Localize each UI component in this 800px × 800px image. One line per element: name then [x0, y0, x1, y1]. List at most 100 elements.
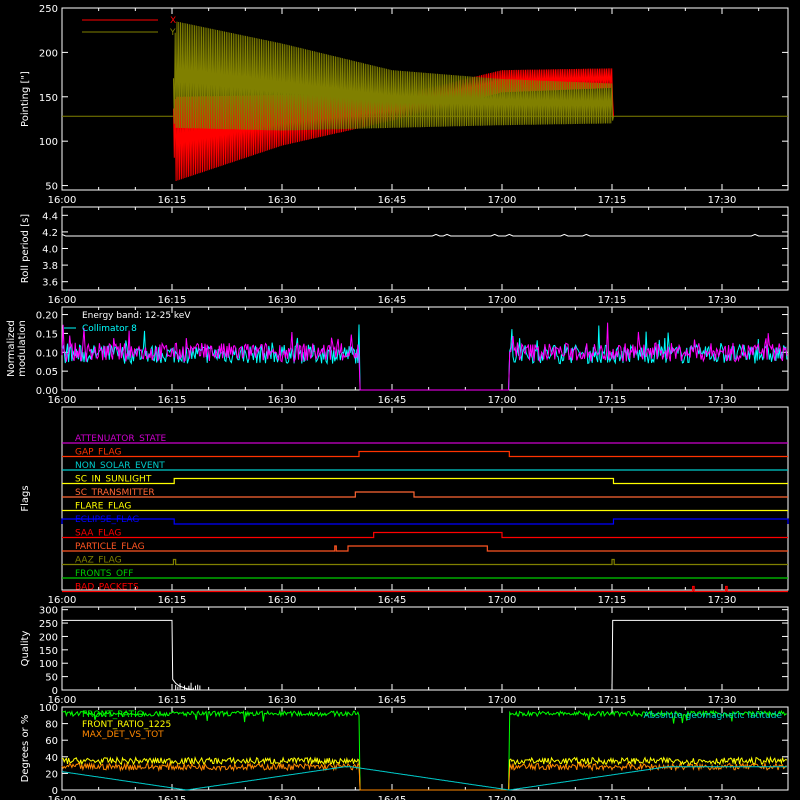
flag-line-eclipse_flag: [61, 518, 789, 525]
y-tick-label: 150: [39, 646, 58, 657]
x-tick-label: 17:00: [488, 295, 517, 306]
y-tick-label: 100: [39, 659, 58, 670]
y-tick-label: 50: [45, 673, 58, 684]
modulation-series: [61, 324, 788, 391]
y-tick-label: 60: [45, 736, 58, 747]
flag-line-bad_packets: [62, 585, 788, 593]
flags-frame: [61, 406, 789, 591]
legend-front_ratio: FRONT_RATIO: [82, 710, 144, 720]
legend-label-Y: Y: [169, 28, 176, 38]
flag-label-bad_packets: BAD_PACKETS: [75, 583, 139, 593]
flag-label-saa_flag: SAA_FLAG: [75, 529, 121, 539]
x-tick-label: 16:45: [378, 595, 407, 606]
x-tick-label: 16:45: [378, 295, 407, 306]
y-axis-title: Normalized: [6, 320, 17, 377]
x-tick-label: 16:45: [378, 695, 407, 706]
y-tick-label: 150: [39, 93, 58, 104]
y-tick-label: 200: [39, 48, 58, 59]
y-tick-label: 100: [39, 137, 58, 148]
x-tick-label: 17:15: [598, 595, 627, 606]
y-tick-label: 200: [39, 632, 58, 643]
pointing-frame: [61, 7, 789, 191]
x-tick-label: 16:30: [268, 195, 297, 206]
x-tick-label: 16:15: [158, 295, 187, 306]
x-tick-label: 16:15: [158, 695, 187, 706]
flag-label-eclipse_flag: ECLIPSE_FLAG: [75, 515, 139, 525]
x-tick-label: 16:15: [158, 795, 187, 800]
y-tick-label: 0: [52, 686, 58, 697]
front-ratio-series: [61, 755, 788, 791]
x-tick-label: 17:00: [488, 695, 517, 706]
y-tick-label: 4.2: [42, 228, 58, 239]
x-tick-label: 16:00: [48, 795, 77, 800]
x-tick-label: 17:00: [488, 795, 517, 800]
x-tick-label: 17:00: [488, 395, 517, 406]
flag-label-aaz_flag: AAZ_FLAG: [75, 556, 122, 566]
x-tick-label: 16:30: [268, 695, 297, 706]
modulation-series: [61, 322, 788, 391]
x-tick-label: 16:15: [158, 195, 187, 206]
x-tick-label: 16:00: [48, 395, 77, 406]
x-tick-label: 17:30: [708, 795, 737, 800]
y-tick-label: 250: [39, 4, 58, 15]
y-tick-label: 250: [39, 619, 58, 630]
flag-label-fronts_off: FRONTS_OFF: [75, 569, 133, 579]
flag-line-gap_flag: [62, 450, 788, 458]
x-tick-label: 17:30: [708, 595, 737, 606]
x-tick-label: 16:30: [268, 795, 297, 800]
y-tick-label: 3.6: [42, 278, 58, 289]
flag-label-sc_in_sunlight: SC_IN_SUNLIGHT: [75, 475, 152, 485]
x-tick-label: 17:15: [598, 195, 627, 206]
flag-line-saa_flag: [62, 531, 788, 539]
y-axis-title: Flags: [20, 485, 31, 511]
y-tick-label: 0.20: [36, 311, 58, 322]
y-tick-label: 50: [45, 182, 58, 193]
flag-label-attenuator_state: ATTENUATOR_STATE: [75, 434, 167, 444]
y-tick-label: 20: [45, 769, 58, 780]
x-tick-label: 17:00: [488, 595, 517, 606]
legend-max_det_vs_tot: MAX_DET_VS_TOT: [82, 730, 164, 740]
front-ratio-series: [61, 761, 787, 791]
roll-period-line: [61, 233, 788, 237]
legend-front_ratio_1225: FRONT_RATIO_1225: [82, 720, 171, 730]
x-tick-label: 16:00: [48, 195, 77, 206]
energy-band-label: Energy band: 12-25 keV: [82, 311, 191, 321]
collimator-label: Collimator 8: [82, 324, 137, 334]
x-tick-label: 16:00: [48, 295, 77, 306]
y-tick-label: 0.05: [36, 367, 58, 378]
quality-frame: [61, 606, 789, 691]
x-tick-label: 17:15: [598, 695, 627, 706]
x-tick-label: 17:15: [598, 395, 627, 406]
x-tick-label: 17:30: [708, 295, 737, 306]
y-tick-label: 4.4: [42, 211, 58, 222]
front-ratio-series: [61, 766, 787, 791]
x-tick-label: 17:15: [598, 795, 627, 800]
flag-line-sc_in_sunlight: [62, 477, 788, 485]
roll_period-frame: [61, 206, 789, 291]
flag-label-flare_flag: FLARE_FLAG: [75, 502, 131, 512]
x-tick-label: 16:00: [48, 595, 77, 606]
x-tick-label: 16:30: [268, 395, 297, 406]
y-tick-label: 80: [45, 720, 58, 731]
flag-label-particle_flag: PARTICLE_FLAG: [75, 542, 145, 552]
x-tick-label: 16:15: [158, 595, 187, 606]
x-tick-label: 17:30: [708, 395, 737, 406]
y-tick-label: 0: [52, 786, 58, 797]
y-tick-label: 300: [39, 606, 58, 617]
flag-line-particle_flag: [62, 545, 788, 552]
x-tick-label: 17:30: [708, 195, 737, 206]
y-tick-label: 100: [39, 703, 58, 714]
flag-label-sc_transmitter: SC_TRANSMITTER: [75, 488, 155, 498]
y-tick-label: 0.15: [36, 329, 58, 340]
x-tick-label: 16:45: [378, 395, 407, 406]
quality-line: [62, 619, 788, 691]
y-tick-label: 40: [45, 753, 58, 764]
y-axis-title: Roll period [s]: [20, 214, 31, 283]
y-tick-label: 3.8: [42, 261, 58, 272]
pointing-series-Y: [173, 21, 614, 131]
x-tick-label: 16:45: [378, 795, 407, 800]
x-tick-label: 17:30: [708, 695, 737, 706]
y-axis-title: Pointing ["]: [20, 71, 31, 127]
x-tick-label: 17:00: [488, 195, 517, 206]
